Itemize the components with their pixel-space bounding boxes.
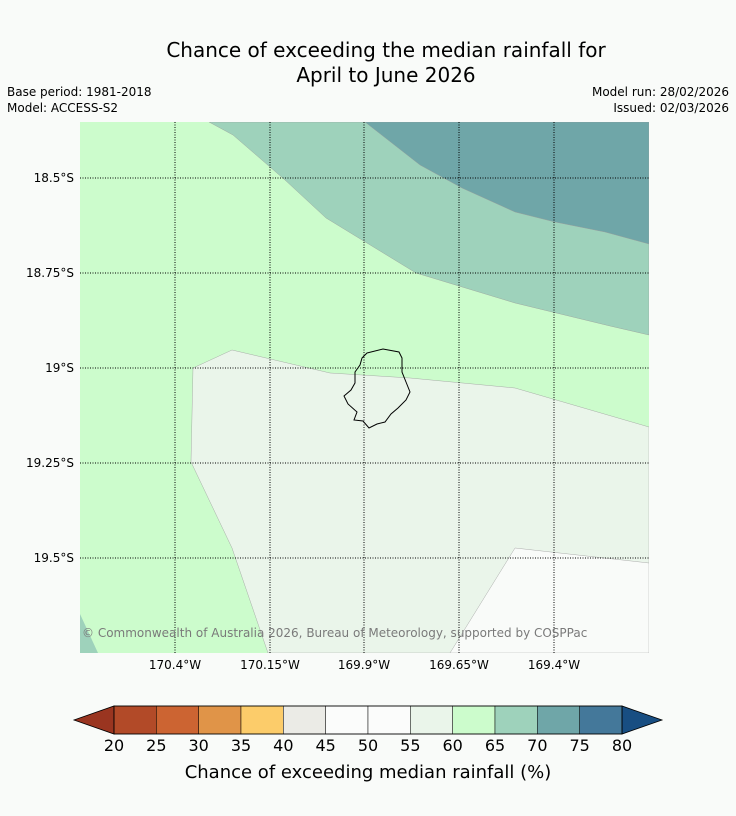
- title-line-1: Chance of exceeding the median rainfall …: [166, 38, 606, 62]
- map-panel: © Commonwealth of Australia 2026, Bureau…: [80, 122, 649, 653]
- colorbar-tick-label: 55: [400, 736, 420, 755]
- lat-label: 18.75°S: [26, 266, 74, 280]
- longitude-labels: 170.4°W 170.15°W 169.9°W 169.65°W 169.4°…: [149, 658, 580, 672]
- colorbar-tick-label: 60: [442, 736, 462, 755]
- gridlines: [80, 122, 649, 653]
- model-name: Model: ACCESS-S2: [7, 101, 119, 115]
- colorbar-segment: [156, 705, 199, 735]
- issued-date: Issued: 02/03/2026: [613, 101, 729, 115]
- model-info: Base period: 1981-2018 Model: ACCESS-S2: [7, 84, 152, 116]
- colorbar-tick-label: 75: [569, 736, 589, 755]
- title-line-2: April to June 2026: [296, 63, 476, 87]
- colorbar-segment: [494, 705, 538, 735]
- colorbar-tick-label: 20: [104, 736, 124, 755]
- map-title: Chance of exceeding the median rainfall …: [0, 38, 736, 88]
- colorbar-segment: [198, 705, 242, 735]
- colorbar-segment: [452, 705, 496, 735]
- colorbar-frame: [113, 705, 623, 735]
- run-info: Model run: 28/02/2026 Issued: 02/03/2026: [592, 84, 729, 116]
- colorbar-segment: [325, 705, 369, 735]
- lat-label: 19°S: [45, 361, 74, 375]
- model-run: Model run: 28/02/2026: [591, 85, 729, 99]
- region-70-75: [364, 122, 649, 245]
- colorbar-segment: [113, 705, 157, 735]
- base-period: Base period: 1981-2018: [7, 85, 152, 99]
- colorbar-tick-label: 30: [188, 736, 208, 755]
- copyright-notice: © Commonwealth of Australia 2026, Bureau…: [82, 626, 587, 640]
- region-65-70-corner: [80, 614, 98, 653]
- lat-label: 18.5°S: [34, 171, 74, 185]
- colorbar-high-extend: [621, 705, 664, 735]
- colorbar-tick-label: 80: [612, 736, 632, 755]
- colorbar-segment: [240, 705, 284, 735]
- colorbar-low-extend: [72, 705, 115, 735]
- colorbar-tick-label: 25: [146, 736, 166, 755]
- colorbar-segment: [579, 705, 623, 735]
- colorbar-segment: [367, 705, 411, 735]
- lon-label: 169.4°W: [528, 658, 580, 672]
- lon-label: 170.4°W: [149, 658, 201, 672]
- lon-label: 169.9°W: [338, 658, 390, 672]
- colorbar: 20 25 30 35 40 45 50 55 60 65 70 75 80 Chance of exc…: [72, 705, 664, 783]
- colorbar-label: Chance of exceeding median rainfall (%): [185, 762, 552, 783]
- region-50-55: [449, 547, 649, 653]
- colorbar-tick-label: 35: [231, 736, 251, 755]
- colorbar-tick-label: 65: [485, 736, 505, 755]
- colorbar-segment: [410, 705, 453, 735]
- lon-label: 169.65°W: [429, 658, 489, 672]
- lon-label: 170.15°W: [240, 658, 300, 672]
- colorbar-tick-label: 40: [273, 736, 293, 755]
- colorbar-tick-label: 50: [358, 736, 378, 755]
- lat-label: 19.5°S: [34, 551, 74, 565]
- colorbar-tick-label: 45: [315, 736, 335, 755]
- colorbar-tick-label: 70: [527, 736, 547, 755]
- lat-label: 19.25°S: [26, 456, 74, 470]
- latitude-labels: 18.5°S 18.75°S 19°S 19.25°S 19.5°S: [26, 171, 74, 565]
- colorbar-segment: [537, 705, 580, 735]
- island-outline: [343, 348, 411, 429]
- colorbar-segment: [283, 705, 326, 735]
